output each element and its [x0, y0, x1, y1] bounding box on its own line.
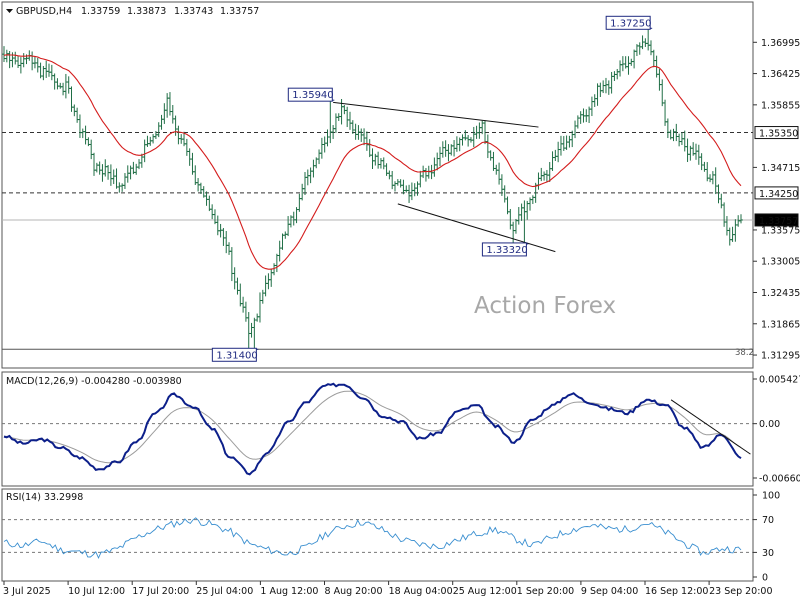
time-axis-label: 3 Jul 2025 — [3, 586, 51, 597]
header-symbol: GBPUSD,H4 — [16, 6, 72, 17]
price-axis-label: 1.35855 — [761, 100, 800, 111]
price-axis-label: 1.31295 — [761, 351, 800, 362]
rsi-line — [3, 517, 742, 559]
macd-trendline — [670, 399, 751, 455]
price-trendline-2 — [397, 203, 556, 253]
annotation-label: 1.33320 — [486, 245, 527, 256]
rsi-panel[interactable]: RSI(14) 33.2998 — [1, 488, 754, 582]
moving-average-line — [3, 54, 742, 270]
time-axis-label: 1 Aug 12:00 — [260, 586, 318, 597]
macd-axis-label: -0.006603 — [759, 474, 800, 485]
time-axis-label: 23 Sep 20:00 — [709, 586, 772, 597]
macd-header: MACD(12,26,9) -0.004280 -0.003980 — [6, 376, 182, 387]
price-axis-label: 1.31865 — [761, 319, 800, 330]
macd-axis-label: 0.00 — [759, 419, 780, 430]
price-axis-label: 1.35350 — [759, 129, 798, 140]
price-axis-label-box — [754, 126, 799, 140]
fib-level-label: 38.2 — [735, 348, 754, 358]
price-axis-label: 1.36995 — [761, 38, 800, 49]
price-axis-label-box — [754, 186, 799, 200]
macd-axis: 0.005427 0.00 -0.006603 — [753, 375, 800, 485]
header-open: 1.33759 — [81, 6, 120, 17]
time-axis-label: 8 Aug 20:00 — [325, 586, 383, 597]
time-axis-label: 16 Sep 12:00 — [645, 586, 708, 597]
annotation-box — [605, 15, 651, 30]
price-axis-label: 1.36425 — [761, 69, 800, 80]
ohlc-bar — [739, 214, 743, 224]
collapse-triangle-icon[interactable] — [6, 9, 13, 13]
price-axis-label-box — [754, 213, 799, 227]
rsi-axis-label: 30 — [762, 548, 774, 559]
header-low: 1.33743 — [174, 6, 213, 17]
rsi-axis-label: 70 — [762, 515, 774, 526]
price-annotation-1.37250: 1.37250 — [605, 15, 653, 30]
annotation-label: 1.35940 — [292, 90, 333, 101]
time-axis-label: 1 Sep 20:00 — [517, 586, 574, 597]
annotation-box — [287, 87, 333, 102]
watermark-text: Action Forex — [474, 293, 616, 319]
price-axis-label: 1.33005 — [761, 257, 800, 268]
price-annotation-1.31400: 1.31400 — [211, 347, 259, 362]
rsi-axis-label: 100 — [762, 491, 780, 502]
price-annotation-1.35940: 1.35940 — [287, 87, 335, 102]
header-high: 1.33873 — [127, 6, 166, 17]
macd-panel[interactable]: MACD(12,26,9) -0.004280 -0.003980 — [1, 371, 754, 487]
price-annotation-1.33320: 1.33320 — [481, 242, 529, 257]
time-axis: 3 Jul 2025 10 Jul 12:00 17 Jul 20:00 25 Jul… — [3, 581, 773, 597]
time-axis-label: 9 Sep 04:00 — [581, 586, 638, 597]
time-axis-label: 10 Jul 12:00 — [68, 586, 125, 597]
price-axis: 1.36995 1.36425 1.35855 1.35350 1.34715 1.342… — [753, 38, 800, 362]
price-axis-label: 1.33575 — [761, 225, 800, 236]
price-axis-label: 1.33757 — [759, 216, 798, 227]
macd-main-line — [3, 382, 742, 476]
price-panel[interactable]: 1.35940 1.37250 1.33320 1.31400 Action Fore… — [1, 1, 754, 369]
annotation-box — [481, 242, 527, 257]
time-axis-label: 18 Aug 04:00 — [389, 586, 453, 597]
time-axis-label: 17 Jul 20:00 — [132, 586, 189, 597]
header-close: 1.33757 — [220, 6, 259, 17]
rsi-axis-label: 0 — [762, 573, 768, 584]
price-axis-label: 1.34715 — [761, 163, 800, 174]
price-axis-label: 1.34250 — [759, 189, 798, 200]
macd-signal-line — [3, 390, 742, 464]
price-trendline-1 — [333, 101, 539, 128]
time-axis-label: 25 Jul 04:00 — [196, 586, 253, 597]
annotation-label: 1.37250 — [610, 18, 651, 29]
price-axis-label: 1.32435 — [761, 288, 800, 299]
time-axis-label: 25 Aug 12:00 — [453, 586, 517, 597]
rsi-axis: 100 70 30 0 — [753, 491, 780, 584]
macd-axis-label: 0.005427 — [759, 375, 800, 386]
annotation-label: 1.31400 — [216, 350, 257, 361]
rsi-header: RSI(14) 33.2998 — [6, 492, 83, 503]
annotation-box — [211, 347, 257, 362]
